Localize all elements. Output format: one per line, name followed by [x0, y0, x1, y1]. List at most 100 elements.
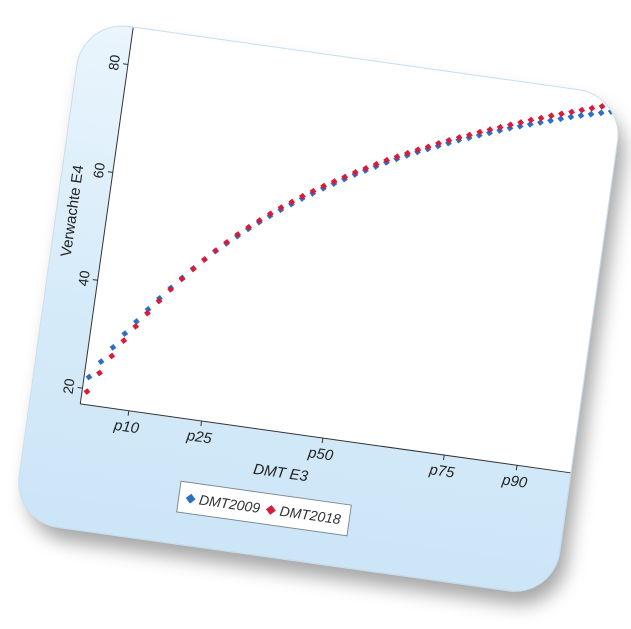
data-point — [189, 265, 197, 273]
data-point — [435, 139, 442, 147]
y-tick-label: 80 — [105, 54, 123, 72]
legend-marker-dmt2009 — [185, 493, 196, 504]
data-point — [455, 134, 463, 141]
x-axis-label: DMT E3 — [252, 461, 309, 486]
chart-card: 20 40 60 80 p10 p25 p50 p75 p90 Verwachte E4 DM… — [12, 19, 631, 611]
data-point — [527, 116, 535, 124]
data-point — [309, 187, 317, 195]
legend-marker-dmt2018 — [266, 504, 277, 515]
data-point — [234, 231, 242, 238]
x-tick-mark — [515, 465, 518, 471]
y-tick-mark — [122, 63, 129, 65]
x-tick-mark — [321, 437, 324, 444]
x-tick-label: p75 — [427, 461, 456, 482]
y-ticks: 20 40 60 80 — [60, 54, 129, 395]
data-point — [404, 149, 411, 157]
data-point — [266, 210, 274, 218]
x-tick-label: p90 — [500, 471, 529, 492]
y-tick-mark — [77, 386, 83, 389]
data-point — [445, 137, 453, 144]
series-layer — [83, 101, 616, 395]
y-tick-mark — [92, 279, 98, 281]
y-tick-label: 20 — [60, 377, 78, 395]
data-point — [578, 106, 586, 114]
x-tick-label: p25 — [185, 427, 214, 448]
data-point — [597, 109, 605, 117]
y-axis-line — [79, 27, 134, 404]
series-dmt2018 — [83, 101, 616, 395]
data-point — [393, 153, 401, 161]
data-point — [526, 120, 534, 128]
data-point — [133, 318, 140, 325]
legend-label-dmt2009: DMT2009 — [198, 491, 262, 516]
y-tick-label: 40 — [75, 269, 93, 287]
data-point — [108, 352, 116, 360]
x-tick-label: p50 — [306, 444, 335, 465]
data-point — [121, 330, 129, 337]
y-tick-label: 60 — [90, 161, 108, 179]
legend-item-dmt2018: DMT2018 — [266, 501, 342, 528]
data-point — [547, 112, 555, 120]
data-point — [330, 178, 338, 185]
data-point — [256, 217, 263, 224]
data-point — [212, 247, 219, 255]
data-point — [299, 192, 306, 200]
data-point — [517, 119, 525, 126]
data-point — [414, 146, 422, 154]
data-point — [547, 117, 554, 124]
x-tick-mark — [443, 454, 445, 461]
chart-svg: 20 40 60 80 p10 p25 p50 p75 p90 Verwachte E4 DM… — [58, 27, 616, 492]
data-point — [424, 143, 432, 151]
data-point — [341, 173, 349, 181]
legend-label-dmt2018: DMT2018 — [278, 502, 342, 528]
data-point — [588, 104, 596, 112]
data-point — [97, 358, 105, 366]
data-point — [132, 322, 140, 330]
series-dmt2009 — [85, 108, 615, 381]
data-point — [83, 388, 91, 395]
chart-panel: 20 40 60 80 p10 p25 p50 p75 p90 Verwachte E4 DM… — [12, 19, 625, 598]
data-point — [362, 164, 370, 172]
data-point — [537, 119, 544, 126]
data-point — [507, 121, 514, 129]
data-point — [372, 160, 380, 168]
data-point — [537, 114, 545, 122]
data-point — [466, 131, 473, 139]
y-tick-mark — [107, 171, 113, 173]
data-point — [598, 103, 606, 110]
data-point — [245, 223, 252, 231]
data-point — [476, 128, 484, 136]
legend-item-dmt2009: DMT2009 — [185, 490, 262, 516]
data-point — [320, 182, 328, 190]
data-point — [277, 204, 285, 211]
data-point — [383, 156, 391, 164]
data-point — [577, 112, 585, 119]
data-point — [288, 198, 296, 206]
data-point — [223, 238, 231, 246]
data-point — [567, 113, 575, 121]
data-point — [558, 110, 565, 118]
data-point — [496, 123, 504, 131]
x-ticks: p10 p25 p50 p75 p90 — [112, 410, 529, 492]
data-point — [201, 256, 208, 263]
data-point — [120, 337, 128, 344]
y-axis-label: Verwachte E4 — [58, 164, 88, 258]
data-point — [351, 168, 359, 176]
x-tick-label: p10 — [112, 417, 141, 438]
data-point — [109, 343, 117, 351]
data-point — [568, 108, 575, 116]
data-point — [96, 369, 103, 377]
data-point — [167, 286, 174, 293]
data-point — [607, 108, 615, 115]
data-point — [144, 309, 151, 317]
x-tick-mark — [127, 410, 130, 416]
data-point — [608, 101, 616, 109]
data-point — [557, 115, 565, 123]
x-tick-mark — [200, 420, 203, 426]
data-point — [587, 110, 595, 118]
data-point — [486, 126, 494, 134]
data-point — [155, 297, 163, 305]
x-axis-line — [80, 403, 571, 474]
data-point — [178, 275, 186, 283]
